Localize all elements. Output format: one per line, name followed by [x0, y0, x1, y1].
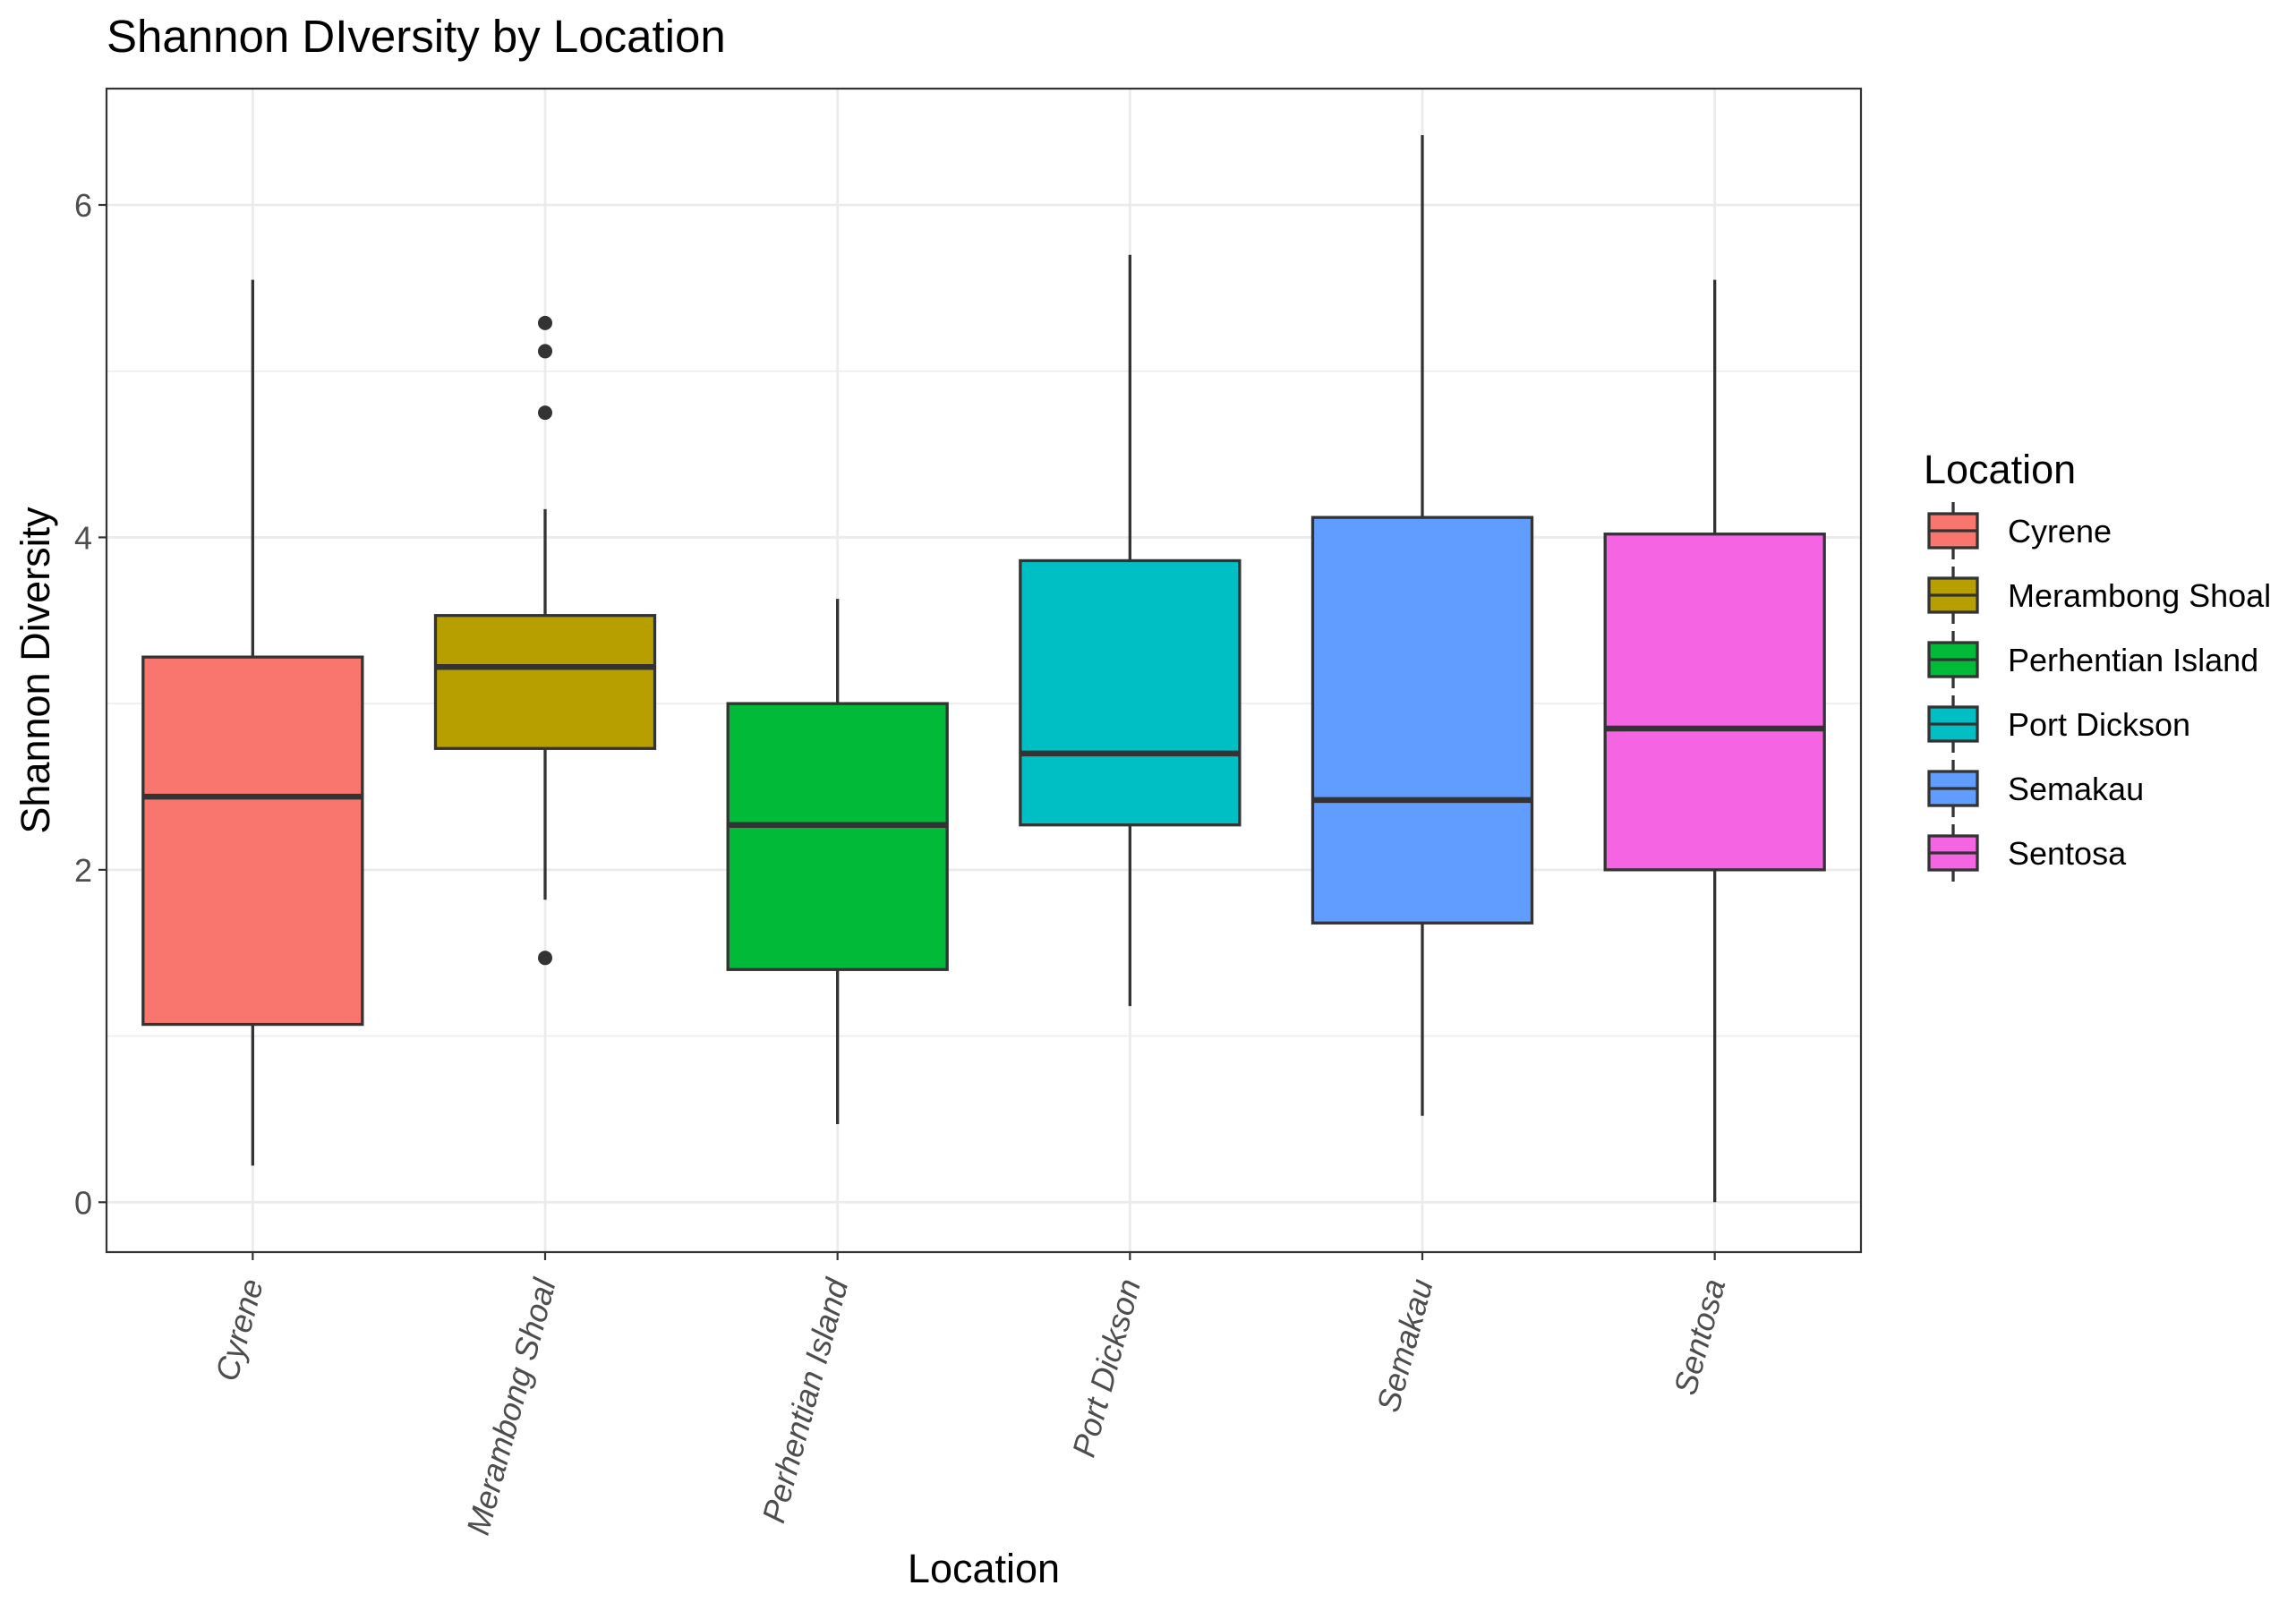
box-sentosa [1603, 279, 1826, 1203]
y-tick-label: 0 [74, 1184, 92, 1221]
x-tick-label: Port Dickson [1065, 1274, 1148, 1461]
panel-background [107, 89, 1861, 1252]
outlier-point [538, 950, 552, 966]
x-tick-label: Sentosa [1667, 1274, 1733, 1398]
box-semakau [1310, 135, 1534, 1116]
iqr-box [1310, 516, 1534, 925]
outlier-point [538, 405, 552, 421]
boxes-layer [141, 135, 1826, 1203]
y-axis-title: Shannon Diversity [13, 507, 58, 834]
legend-item-cyrene: Cyrene [1927, 502, 2112, 559]
y-tick-label: 6 [74, 187, 92, 224]
x-tick-label: Cyrene [208, 1274, 270, 1385]
legend-items: Cyrene Merambong Shoal Perhentian Island Po… [1927, 502, 2271, 882]
panel-border [105, 87, 1863, 1254]
legend-item-sentosa: Sentosa [1927, 824, 2127, 882]
chart-title: Shannon DIversity by Location [107, 11, 726, 62]
legend-item-merambong-shoal: Merambong Shoal [1927, 567, 2271, 624]
legend: Location Cyrene Merambong Shoal Perhentian… [1924, 447, 2271, 882]
legend-label: Perhentian Island [2008, 642, 2258, 678]
iqr-box [726, 702, 949, 971]
x-axis: Cyrene Merambong Shoal Perhentian Island Po… [208, 1252, 1732, 1539]
x-tick-label: Semakau [1370, 1274, 1440, 1416]
iqr-box [433, 614, 657, 750]
legend-item-perhentian-island: Perhentian Island [1927, 631, 2258, 688]
y-tick-label: 2 [74, 852, 92, 889]
legend-label: Cyrene [2008, 513, 2112, 550]
legend-label: Sentosa [2008, 835, 2127, 872]
x-tick-label: Perhentian Island [755, 1274, 855, 1527]
outlier-point [538, 344, 552, 359]
iqr-box [1603, 533, 1826, 872]
legend-item-semakau: Semakau [1927, 760, 2144, 817]
box-perhentian-island [726, 599, 949, 1124]
box-port-dickson [1019, 254, 1242, 1007]
legend-label: Port Dickson [2008, 706, 2190, 743]
box-cyrene [141, 279, 364, 1166]
legend-item-port-dickson: Port Dickson [1927, 695, 2190, 753]
outlier-point [538, 315, 552, 330]
legend-label: Merambong Shoal [2008, 577, 2271, 614]
plot-panel [105, 87, 1863, 1254]
y-axis: 0 2 4 6 [74, 187, 107, 1221]
x-axis-title: Location [908, 1546, 1060, 1591]
x-tick-label: Merambong Shoal [459, 1274, 563, 1539]
y-tick-label: 4 [74, 519, 92, 556]
iqr-box [141, 655, 364, 1027]
legend-title: Location [1924, 447, 2076, 492]
minor-gridlines [107, 370, 1861, 1037]
iqr-box [1019, 558, 1242, 827]
box-merambong-shoal [433, 315, 657, 966]
legend-label: Semakau [2008, 771, 2144, 807]
